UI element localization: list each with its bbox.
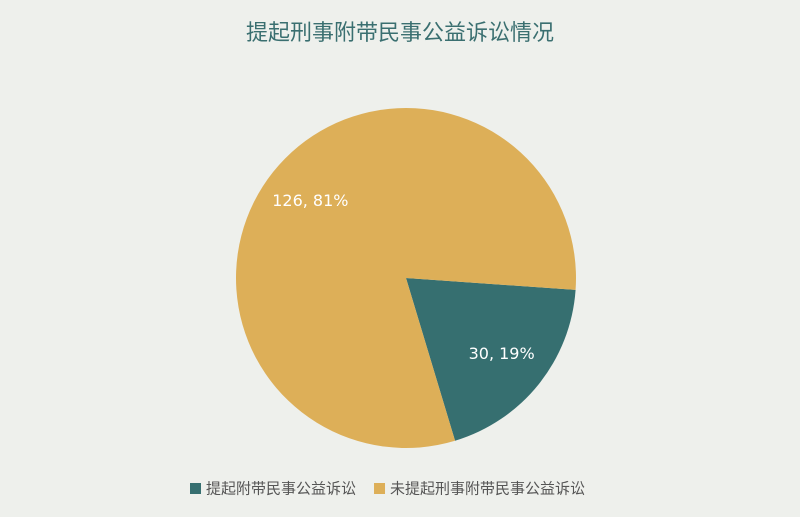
pie-slice xyxy=(236,108,577,449)
pie-slice xyxy=(406,278,576,441)
legend-label: 未提起刑事附带民事公益诉讼 xyxy=(390,480,585,498)
chart-title: 提起刑事附带民事公益诉讼情况 xyxy=(246,21,554,46)
legend-swatch xyxy=(374,483,386,494)
legend-label: 提起附带民事公益诉讼 xyxy=(206,480,356,498)
data-label: 126, 81% xyxy=(272,191,348,210)
legend-swatch xyxy=(190,483,201,494)
data-label: 30, 19% xyxy=(469,344,535,363)
